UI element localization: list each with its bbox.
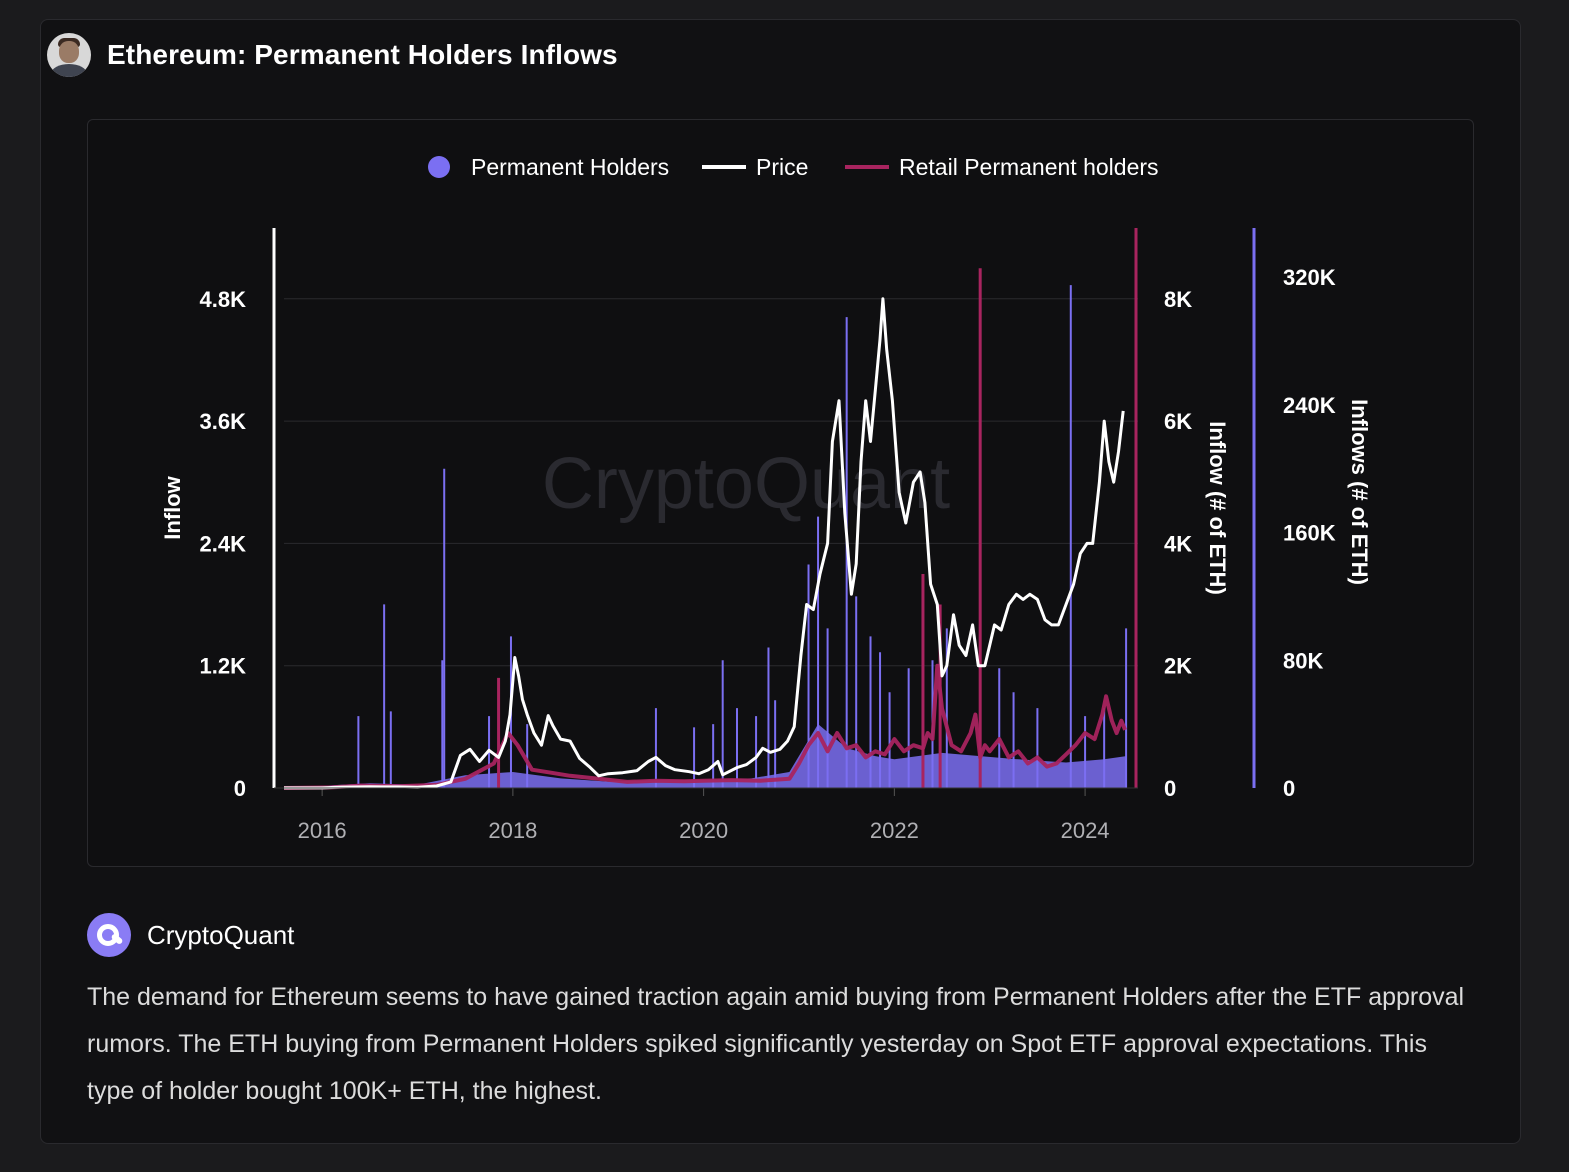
chart-svg[interactable]: CryptoQuant 0 1.2K 2.4K 3.6K 4.8K 0 2K 4K 6K 8K 0 80…	[88, 120, 1474, 867]
chart-container: CryptoQuant 0 1.2K 2.4K 3.6K 4.8K 0 2K 4K 6K 8K 0 80…	[87, 119, 1474, 867]
left-tick-label: 0	[234, 776, 246, 801]
x-tick-label: 2022	[870, 818, 919, 843]
right-outer-tick-label: 240K	[1283, 393, 1336, 418]
permanent-holders-area	[284, 724, 1127, 788]
x-tick-label: 2018	[488, 818, 537, 843]
left-tick-label: 2.4K	[200, 531, 247, 556]
right-inner-tick-label: 0	[1164, 776, 1176, 801]
legend-dot-icon	[428, 156, 450, 178]
x-tick-label: 2020	[679, 818, 728, 843]
right-outer-tick-label: 160K	[1283, 521, 1336, 546]
x-tick-label: 2016	[298, 818, 347, 843]
left-tick-label: 3.6K	[200, 409, 247, 434]
right-inner-axis-title: Inflow (# of ETH)	[1205, 421, 1230, 595]
watermark-text: CryptoQuant	[542, 444, 950, 524]
right-inner-tick-label: 6K	[1164, 409, 1192, 434]
right-outer-tick-label: 80K	[1283, 648, 1323, 673]
post-header: Ethereum: Permanent Holders Inflows	[47, 32, 618, 78]
right-inner-tick-label: 2K	[1164, 654, 1192, 679]
page-title: Ethereum: Permanent Holders Inflows	[107, 39, 618, 70]
right-inner-tick-label: 8K	[1164, 287, 1192, 312]
source-name[interactable]: CryptoQuant	[147, 919, 295, 950]
left-axis-title: Inflow	[160, 475, 185, 539]
right-outer-axis-title: Inflows (# of ETH)	[1347, 399, 1372, 585]
post-description: The demand for Ethereum seems to have ga…	[87, 983, 1465, 1105]
left-tick-label: 4.8K	[200, 287, 247, 312]
left-tick-label: 1.2K	[200, 654, 247, 679]
right-inner-tick-label: 4K	[1164, 531, 1192, 556]
retail-holders-line	[283, 663, 1127, 790]
right-outer-tick-label: 320K	[1283, 265, 1336, 290]
x-tick-label: 2024	[1061, 818, 1110, 843]
price-line	[284, 297, 1125, 790]
source-row: CryptoQuant	[87, 913, 294, 957]
avatar[interactable]	[47, 33, 91, 77]
legend-label: Price	[756, 154, 808, 180]
legend-label: Retail Permanent holders	[899, 154, 1159, 180]
legend-label: Permanent Holders	[471, 154, 669, 180]
cryptoquant-logo-icon[interactable]	[87, 913, 131, 957]
right-outer-tick-label: 0	[1283, 776, 1295, 801]
